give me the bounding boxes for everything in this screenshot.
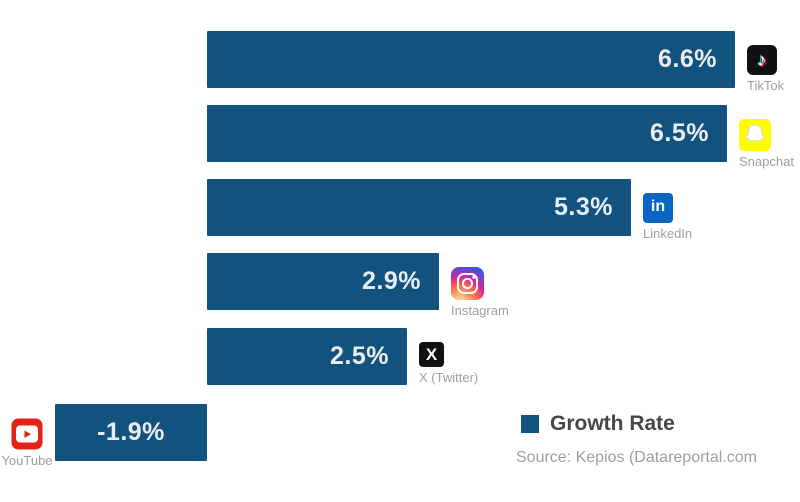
icon-group-instagram: Instagram: [451, 267, 509, 318]
tiktok-icon: ♪: [747, 45, 777, 75]
x-twitter-icon: X: [419, 342, 444, 367]
icon-group-snapchat: Snapchat: [739, 119, 794, 169]
snapchat-icon: [739, 119, 771, 151]
bar-value-label: 5.3%: [554, 193, 613, 221]
platform-label-youtube: YouTube: [1, 453, 53, 468]
bar-instagram: 2.9%: [207, 253, 439, 310]
platform-label-linkedin: LinkedIn: [643, 226, 693, 241]
bar-value-label: 6.5%: [650, 119, 709, 147]
bar-snapchat: 6.5%: [207, 105, 727, 162]
bar-linkedin: 5.3%: [207, 179, 631, 236]
bar-tiktok: 6.6%: [207, 31, 735, 88]
instagram-icon: [451, 267, 484, 300]
legend-swatch: [521, 415, 539, 433]
bar-value-label: 2.5%: [330, 342, 389, 370]
icon-group-tiktok: ♪ TikTok: [747, 45, 784, 93]
platform-label-x-twitter: X (Twitter): [419, 370, 479, 385]
icon-group-x-twitter: X X (Twitter): [419, 342, 478, 385]
youtube-icon: [11, 418, 43, 450]
platform-label-snapchat: Snapchat: [739, 154, 794, 169]
icon-group-youtube: YouTube: [1, 418, 53, 468]
linkedin-icon: in: [643, 193, 673, 223]
bar-value-label: -1.9%: [97, 418, 165, 446]
bar-youtube: -1.9%: [55, 404, 207, 461]
legend: Growth Rate: [521, 412, 675, 436]
platform-label-instagram: Instagram: [451, 303, 509, 318]
platform-label-tiktok: TikTok: [747, 78, 785, 93]
source-text: Source: Kepios (Datareportal.com: [516, 449, 757, 466]
icon-group-linkedin: in LinkedIn: [643, 193, 692, 241]
legend-label: Growth Rate: [550, 412, 675, 435]
bar-value-label: 6.6%: [658, 45, 717, 73]
bar-x-twitter: 2.5%: [207, 328, 407, 385]
bar-value-label: 2.9%: [362, 267, 421, 295]
